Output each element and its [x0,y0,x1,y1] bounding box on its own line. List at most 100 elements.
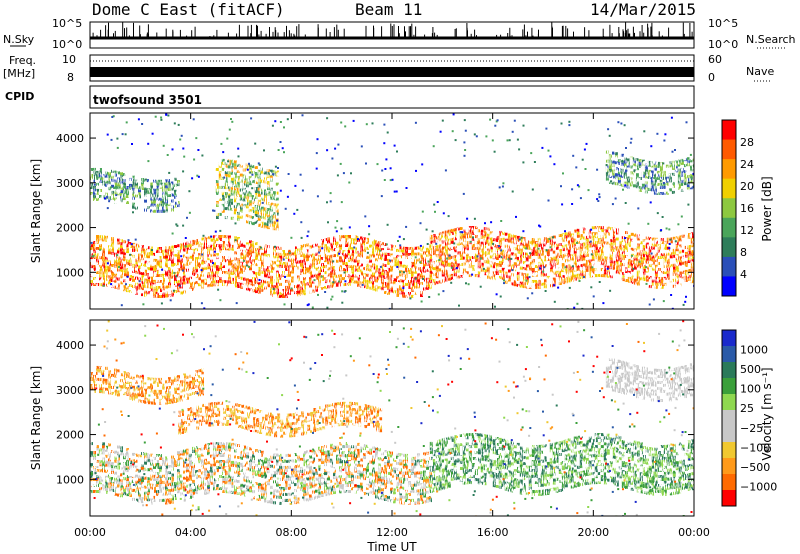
echo-cell [207,236,210,240]
echo-cell [150,194,153,198]
echo-speck [402,287,405,290]
echo-cell [483,239,487,243]
echo-speck [553,284,556,287]
echo-cell [120,187,123,191]
echo-cell [159,209,162,213]
echo-speck [166,154,169,156]
echo-cell [330,281,333,285]
echo-speck [130,243,133,246]
echo-cell [306,459,309,463]
echo-cell [171,260,174,264]
echo-cell [204,476,207,480]
echo-cell [135,453,138,457]
echo-cell [432,246,436,250]
echo-cell [447,247,451,251]
echo-speck [547,149,550,152]
echo-speck [191,177,194,180]
echo-cell [641,159,645,163]
echo-cell [657,247,661,250]
echo-speck [116,254,119,257]
echo-cell [620,174,624,178]
echo-cell [630,247,634,251]
echo-cell [375,285,378,289]
echo-cell [504,238,508,242]
echo-cell [180,261,183,265]
echo-cell [444,458,448,462]
echo-cell [117,475,120,479]
echo-cell [327,258,330,262]
echo-cell [108,278,111,282]
echo-cell [99,171,102,174]
echo-cell [627,234,631,238]
echo-speck [316,138,319,141]
echo-cell [275,206,279,210]
echo-cell [102,277,105,281]
echo-cell [399,495,402,499]
echo-cell [534,274,538,277]
echo-cell [282,499,285,502]
echo-cell [168,182,171,185]
echo-cell [366,273,369,277]
echo-cell [438,487,442,491]
echo-cell [318,485,321,489]
echo-cell [99,277,102,281]
echo-cell [219,235,222,238]
echo-speck [414,256,417,259]
echo-cell [492,253,496,257]
echo-cell [516,244,520,248]
echo-cell [384,480,387,483]
echo-cell [489,243,493,247]
echo-cell [647,187,651,191]
echo-cell [633,257,637,261]
echo-cell [605,168,609,172]
echo-speck [389,179,392,182]
echo-cell [111,240,114,243]
echo-cell [269,187,273,191]
echo-cell [624,279,628,282]
echo-cell [162,267,165,271]
echo-cell [692,182,694,186]
echo-cell [441,279,445,283]
echo-cell [90,244,93,248]
echo-cell [198,253,201,257]
echo-speck [414,121,417,124]
echo-cell [168,203,171,206]
echo-cell [690,265,694,269]
echo-cell [447,262,451,266]
echo-cell [273,456,276,460]
echo-cell [135,459,138,463]
echo-cell [441,486,445,490]
echo-cell [99,469,102,473]
echo-cell [608,160,612,163]
echo-cell [300,268,303,272]
echo-speck [435,242,438,245]
echo-cell [111,249,114,252]
echo-cell [618,253,622,257]
echo-cell [423,287,426,291]
echo-cell [537,255,541,259]
echo-cell [653,173,657,177]
echo-cell [483,242,487,246]
echo-cell [612,263,616,267]
echo-cell [249,264,252,268]
echo-cell [147,267,150,271]
echo-cell [255,251,258,255]
echo-cell [654,240,658,244]
echo-cell [561,245,565,249]
echo-cell [183,482,186,486]
echo-cell [264,466,267,470]
echo-cell [372,251,375,255]
echo-cell [129,245,132,248]
echo-cell [405,294,408,298]
echo-cell [300,259,303,263]
echo-cell [267,275,270,279]
echo-cell [354,241,357,245]
echo-speck [202,234,205,237]
echo-cell [269,208,273,212]
echo-cell [363,282,366,286]
echo-cell [489,240,493,244]
echo-cell [555,252,559,256]
echo-cell [543,240,547,244]
echo-cell [348,475,351,478]
